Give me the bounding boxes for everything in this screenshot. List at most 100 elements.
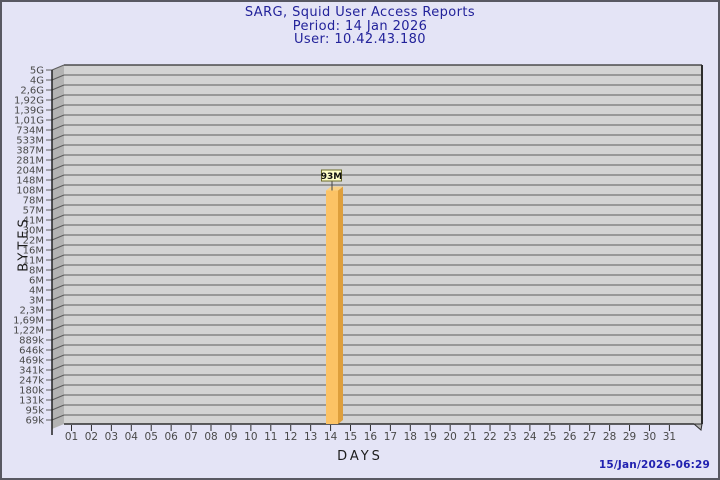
x-tick-label: 08 bbox=[204, 431, 217, 443]
y-tick-label: 108M bbox=[16, 186, 44, 197]
y-tick-label: 41M bbox=[23, 216, 44, 227]
x-tick-label: 02 bbox=[85, 431, 98, 443]
y-tick-label: 533M bbox=[16, 136, 44, 147]
gridline-wall-segment bbox=[51, 354, 65, 361]
gridline-wall-segment bbox=[51, 364, 65, 371]
y-tick-label: 281M bbox=[16, 156, 44, 167]
y-tick-label: 889k bbox=[19, 336, 44, 347]
gridline-wall-segment bbox=[51, 124, 65, 131]
gridline-wall-segment bbox=[51, 84, 65, 91]
y-tick-label: 1,39G bbox=[14, 106, 44, 117]
gridline-wall-segment bbox=[51, 324, 65, 331]
y-tick-label: 180k bbox=[19, 386, 44, 397]
gridline-wall-segment bbox=[51, 94, 65, 101]
gridline-wall-segment bbox=[51, 314, 65, 321]
gridline-wall-segment bbox=[51, 144, 65, 151]
x-tick-label: 26 bbox=[563, 431, 577, 443]
usage-bar-side-face bbox=[338, 186, 343, 424]
y-tick-label: 1,69M bbox=[13, 316, 44, 327]
y-tick-label: 11M bbox=[23, 256, 44, 267]
gridline-wall-segment bbox=[51, 204, 65, 211]
gridline-wall-segment bbox=[51, 134, 65, 141]
y-tick-label: 341k bbox=[19, 366, 44, 377]
x-axis-title: DAYS bbox=[337, 449, 383, 464]
y-tick-label: 247k bbox=[19, 376, 44, 387]
x-tick-label: 11 bbox=[264, 431, 277, 443]
gridline-wall-segment bbox=[51, 254, 65, 261]
y-tick-label: 4M bbox=[29, 286, 44, 297]
floor-corner-3d bbox=[692, 423, 703, 431]
y-tick-label: 1,92G bbox=[14, 96, 44, 107]
x-tick-label: 05 bbox=[145, 431, 158, 443]
gridline-wall-segment bbox=[51, 334, 65, 341]
y-tick-label: 4G bbox=[30, 76, 44, 87]
gridline-wall-segment bbox=[51, 304, 65, 311]
y-tick-label: 646k bbox=[19, 346, 44, 357]
x-tick-label: 12 bbox=[284, 431, 297, 443]
gridline-wall-segment bbox=[51, 384, 65, 391]
x-tick-label: 18 bbox=[404, 431, 417, 443]
y-tick-label: 1,01G bbox=[14, 116, 44, 127]
x-tick-label: 07 bbox=[184, 431, 197, 443]
gridline-wall-segment bbox=[51, 264, 65, 271]
x-tick-label: 16 bbox=[364, 431, 378, 443]
gridline-wall-segment bbox=[51, 224, 65, 231]
y-tick-label: 3M bbox=[29, 296, 44, 307]
x-tick-label: 24 bbox=[523, 431, 537, 443]
chart-user: User: 10.42.43.180 bbox=[294, 32, 426, 47]
gridline-wall-segment bbox=[51, 414, 65, 421]
x-tick-label: 06 bbox=[164, 431, 178, 443]
y-tick-label: 734M bbox=[16, 126, 44, 137]
x-tick-label: 25 bbox=[543, 431, 556, 443]
y-tick-label: 2,3M bbox=[19, 306, 44, 317]
gridline-wall-segment bbox=[51, 104, 65, 111]
y-tick-label: 131k bbox=[19, 396, 44, 407]
x-tick-label: 13 bbox=[304, 431, 317, 443]
usage-bar-top-face bbox=[326, 186, 343, 191]
x-tick-label: 17 bbox=[384, 431, 397, 443]
x-tick-label: 04 bbox=[125, 431, 139, 443]
gridline-wall-segment bbox=[51, 154, 65, 161]
y-tick-label: 30M bbox=[23, 226, 44, 237]
y-tick-label: 95k bbox=[25, 406, 44, 417]
gridline-wall-segment bbox=[51, 274, 65, 281]
y-tick-label: 69k bbox=[25, 416, 44, 427]
y-tick-label: 204M bbox=[16, 166, 44, 177]
gridline-wall-segment bbox=[51, 74, 65, 81]
y-tick-label: 1,22M bbox=[13, 326, 44, 337]
x-tick-label: 23 bbox=[503, 431, 516, 443]
y-tick-label: 8M bbox=[29, 266, 44, 277]
y-tick-label: 148M bbox=[16, 176, 44, 187]
y-tick-label: 2,6G bbox=[20, 86, 44, 97]
y-axis-title: BYTES bbox=[16, 216, 32, 272]
x-tick-label: 30 bbox=[643, 431, 656, 443]
gridline-wall-segment bbox=[51, 214, 65, 221]
gridline-wall-segment bbox=[51, 174, 65, 181]
gridline-wall-segment bbox=[51, 344, 65, 351]
gridline-wall-segment bbox=[51, 184, 65, 191]
x-tick-label: 20 bbox=[443, 431, 456, 443]
bar-value-label: 93M bbox=[321, 172, 343, 182]
y-tick-label: 469k bbox=[19, 356, 44, 367]
bar-value-callout bbox=[321, 169, 342, 182]
gridline-wall-segment bbox=[51, 194, 65, 201]
y-tick-label: 6M bbox=[29, 276, 44, 287]
x-tick-label: 31 bbox=[663, 431, 676, 443]
gridline-wall-segment bbox=[51, 374, 65, 381]
gridline-wall-segment bbox=[51, 164, 65, 171]
gridline-wall-segment bbox=[51, 394, 65, 401]
gridline-wall-segment bbox=[51, 244, 65, 251]
generation-timestamp: 15/Jan/2026-06:29 bbox=[598, 459, 710, 471]
y-tick-label: 5G bbox=[30, 66, 44, 77]
y-tick-label: 57M bbox=[23, 206, 44, 217]
chart-title: SARG, Squid User Access Reports bbox=[244, 5, 476, 20]
x-tick-label: 21 bbox=[463, 431, 476, 443]
y-tick-label: 78M bbox=[23, 196, 44, 207]
gridline-wall-segment bbox=[51, 294, 65, 301]
x-tick-label: 22 bbox=[483, 431, 496, 443]
x-tick-label: 01 bbox=[65, 431, 78, 443]
x-tick-label: 03 bbox=[105, 431, 118, 443]
x-tick-label: 28 bbox=[603, 431, 616, 443]
